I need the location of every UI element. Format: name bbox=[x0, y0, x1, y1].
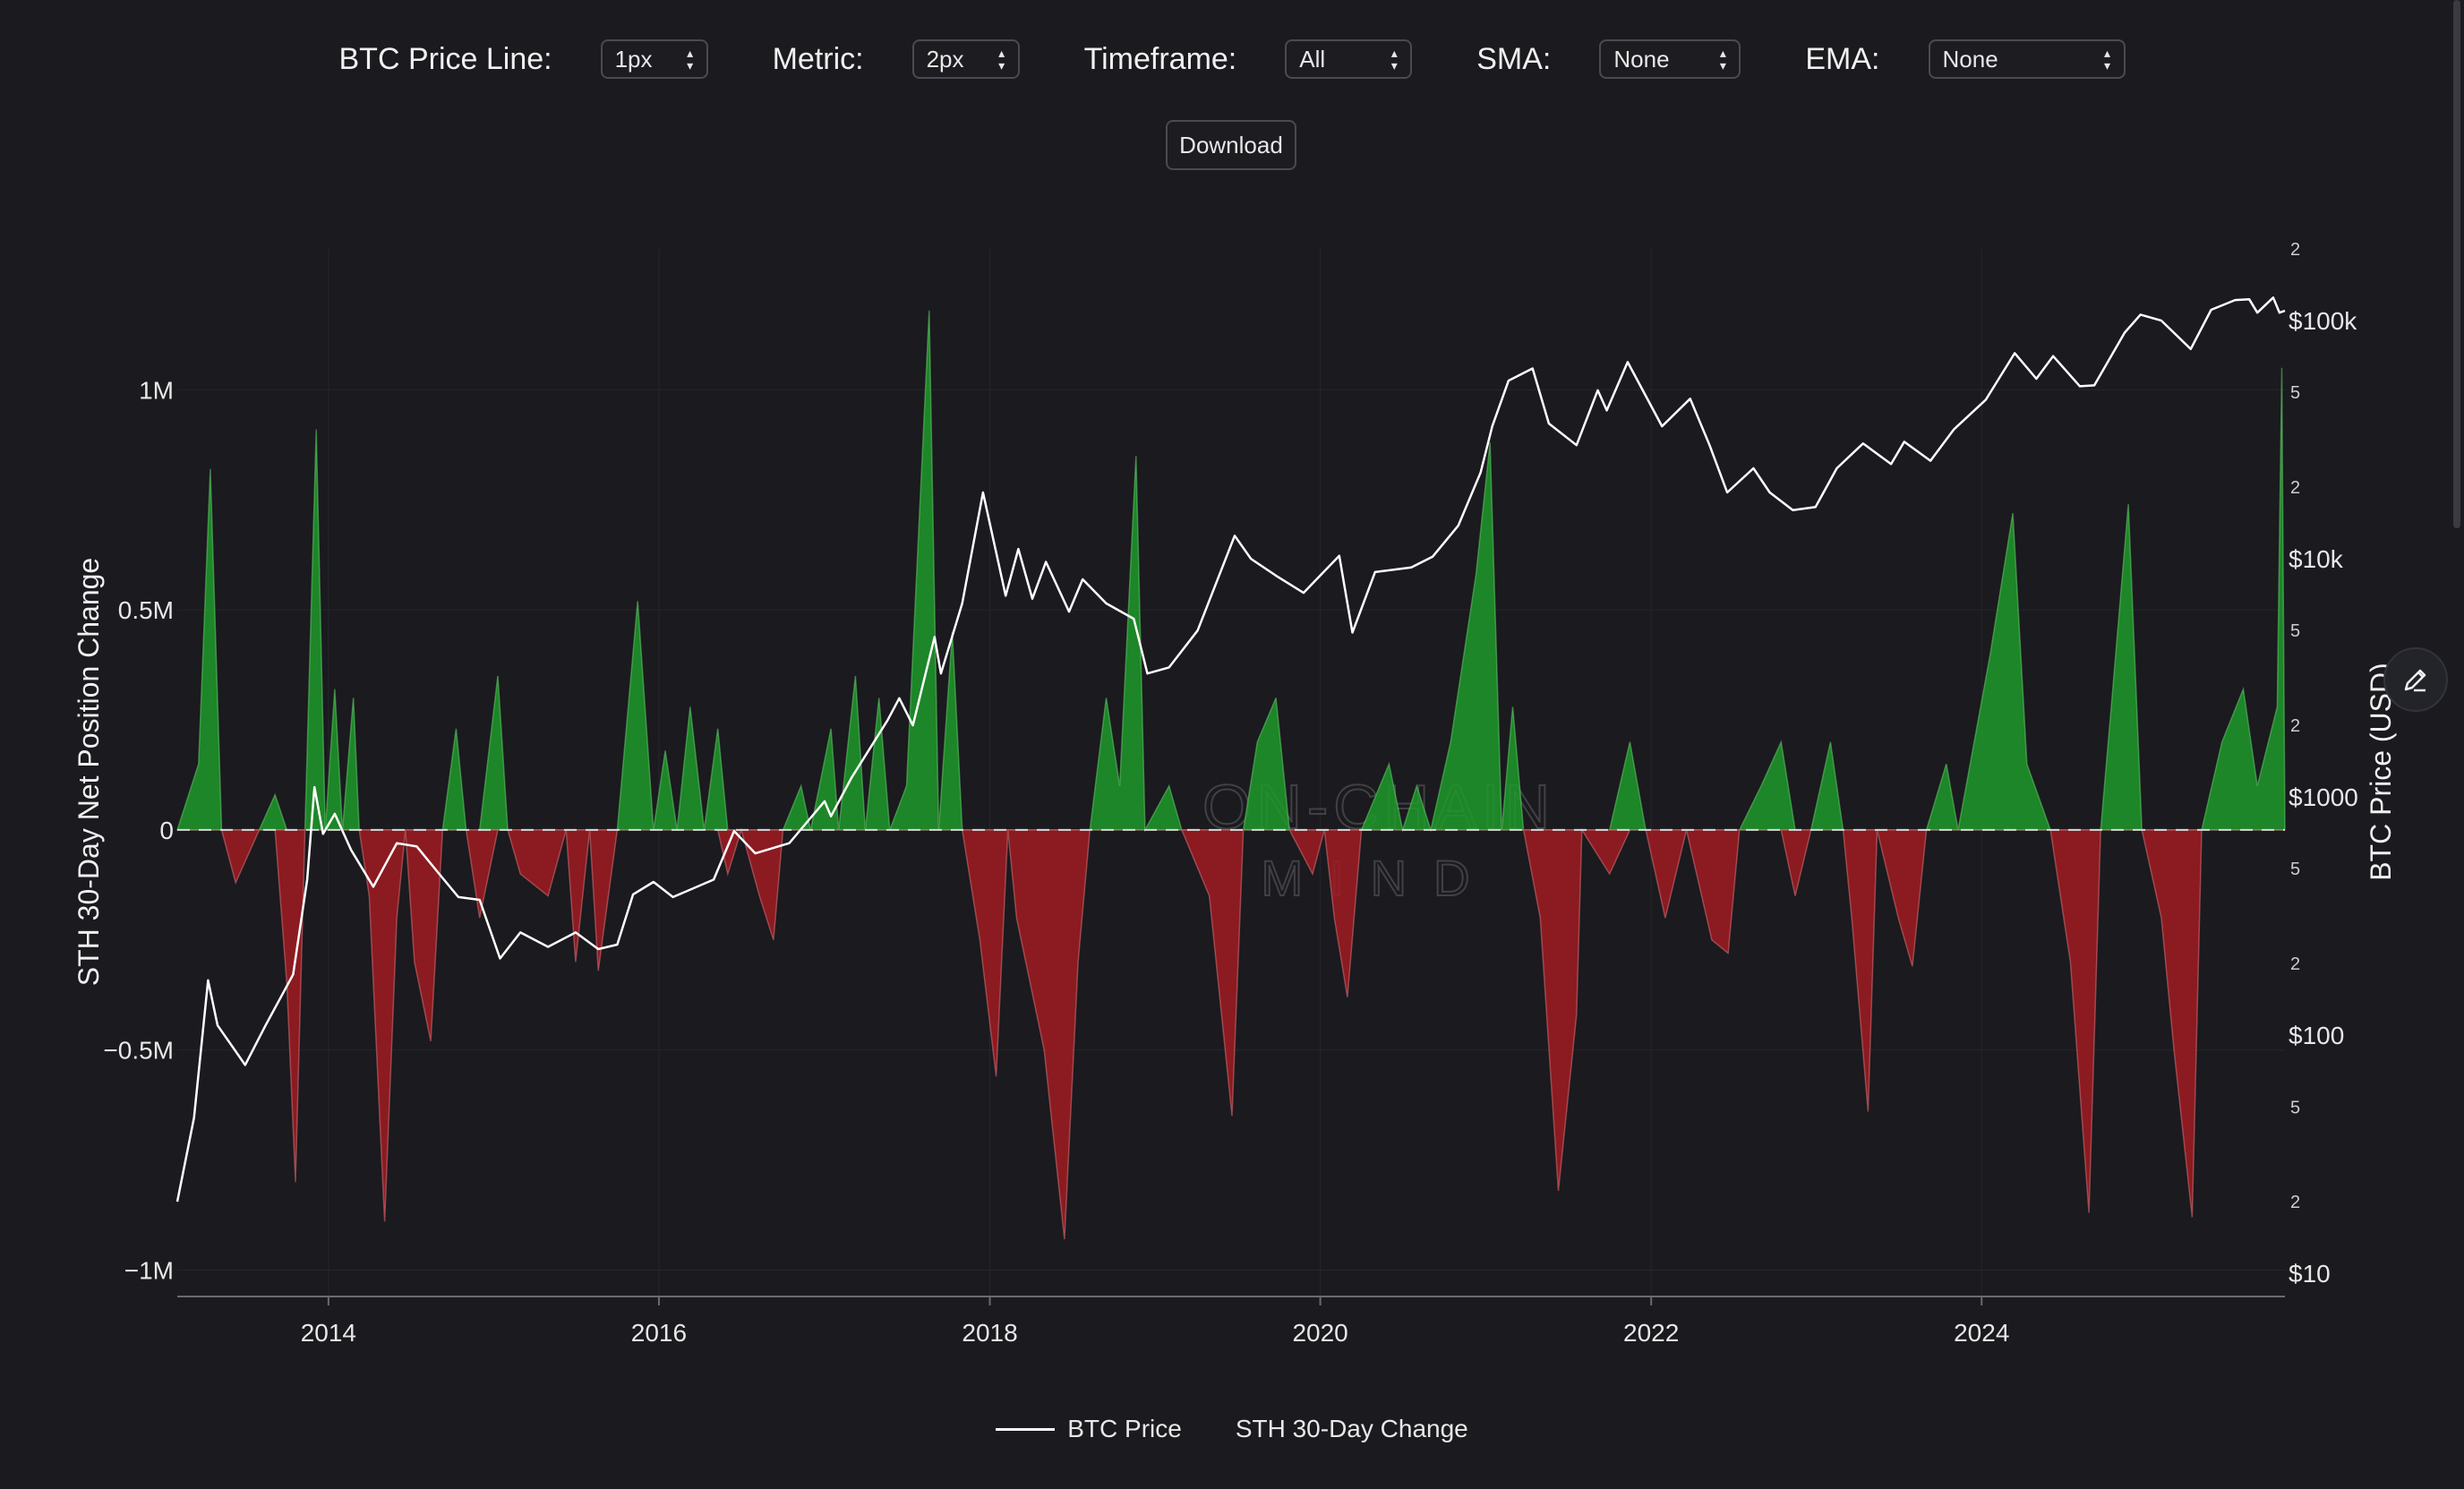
chevron-updown-icon: ▴ ▾ bbox=[998, 46, 1005, 73]
timeframe-control: Timeframe: All ▴ ▾ bbox=[1084, 39, 1413, 79]
x-tick-label: 2022 bbox=[1623, 1319, 1679, 1347]
price-line-value: 1px bbox=[614, 45, 653, 73]
y-right-minor-tick-label: 2 bbox=[2290, 240, 2300, 260]
y-axis-left: 1M 0.5M 0 −0.5M −1M bbox=[103, 376, 174, 1284]
y-left-tick-label: 0.5M bbox=[118, 596, 174, 624]
sma-label: SMA: bbox=[1476, 41, 1552, 76]
y-right-tick-label: $100k bbox=[2289, 307, 2357, 335]
legend-swatch-btc-price bbox=[996, 1427, 1056, 1431]
ema-label: EMA: bbox=[1805, 41, 1880, 76]
timeframe-label: Timeframe: bbox=[1083, 41, 1237, 76]
y-right-minor-tick-label: 5 bbox=[2290, 860, 2300, 879]
y-left-tick-label: 0 bbox=[159, 817, 174, 844]
price-line-select[interactable]: 1px ▴ ▾ bbox=[600, 39, 708, 79]
y-right-tick-label: $10k bbox=[2289, 545, 2344, 573]
metric-label: Metric: bbox=[772, 41, 864, 76]
btc-price-line bbox=[175, 296, 2286, 1202]
metric-select[interactable]: 2px ▴ ▾ bbox=[911, 39, 1020, 79]
sma-select[interactable]: None ▴ ▾ bbox=[1599, 39, 1741, 79]
ema-value: None bbox=[1942, 45, 1998, 73]
chart-controls: BTC Price Line: 1px ▴ ▾ Metric: 2px ▴ ▾ Ti… bbox=[0, 39, 2464, 79]
y-right-minor-tick-label: 2 bbox=[2290, 716, 2300, 736]
metric-value: 2px bbox=[926, 45, 964, 73]
edit-button[interactable] bbox=[2383, 647, 2448, 712]
sth-positive-area bbox=[175, 310, 2286, 833]
sth-negative-area bbox=[177, 827, 2285, 1240]
sma-control: SMA: None ▴ ▾ bbox=[1476, 39, 1741, 79]
x-axis: 2014 2016 2018 2020 2022 2024 bbox=[177, 1296, 2285, 1347]
y-right-minor-tick-label: 5 bbox=[2290, 383, 2300, 403]
chevron-updown-icon: ▴ ▾ bbox=[2103, 46, 2111, 73]
legend-item-btc-price[interactable]: BTC Price bbox=[996, 1415, 1182, 1443]
y-right-minor-tick-label: 5 bbox=[2290, 1098, 2300, 1117]
y-right-tick-label: $10 bbox=[2289, 1260, 2331, 1288]
sma-value: None bbox=[1613, 45, 1670, 73]
x-tick-label: 2014 bbox=[301, 1319, 356, 1347]
scrollbar[interactable] bbox=[2453, 0, 2460, 528]
legend-label-btc-price: BTC Price bbox=[1067, 1415, 1182, 1442]
x-tick-label: 2016 bbox=[631, 1319, 687, 1347]
metric-control: Metric: 2px ▴ ▾ bbox=[773, 39, 1020, 79]
ema-control: EMA: None ▴ ▾ bbox=[1805, 39, 2126, 79]
y-right-minor-tick-label: 2 bbox=[2290, 478, 2300, 498]
y-right-tick-label: $1000 bbox=[2289, 783, 2358, 811]
y-left-tick-label: −1M bbox=[124, 1257, 174, 1285]
chevron-updown-icon: ▴ ▾ bbox=[1719, 46, 1726, 73]
y-axis-left-title: STH 30-Day Net Position Change bbox=[73, 558, 105, 986]
y-axis-right: $100k $10k $1000 $100 $10 2 5 2 5 2 5 2 5 2 bbox=[2289, 240, 2358, 1288]
legend-item-sth-change[interactable]: STH 30-Day Change bbox=[1236, 1415, 1468, 1443]
x-tick-label: 2024 bbox=[1954, 1319, 2009, 1347]
timeframe-select[interactable]: All ▴ ▾ bbox=[1285, 39, 1413, 79]
y-left-tick-label: −0.5M bbox=[103, 1037, 174, 1065]
y-right-minor-tick-label: 2 bbox=[2290, 954, 2300, 974]
chart-legend: BTC Price STH 30-Day Change bbox=[0, 1415, 2464, 1443]
y-right-tick-label: $100 bbox=[2289, 1022, 2344, 1049]
y-left-tick-label: 1M bbox=[139, 376, 174, 404]
chevron-updown-icon: ▴ ▾ bbox=[687, 46, 694, 73]
legend-label-sth-change: STH 30-Day Change bbox=[1235, 1415, 1468, 1442]
chevron-updown-icon: ▴ ▾ bbox=[1390, 46, 1398, 73]
x-tick-label: 2018 bbox=[962, 1319, 1017, 1347]
price-line-label: BTC Price Line: bbox=[338, 41, 552, 76]
btc-price-series bbox=[175, 296, 2286, 1202]
x-tick-label: 2020 bbox=[1292, 1319, 1348, 1347]
timeframe-value: All bbox=[1299, 45, 1326, 73]
y-right-minor-tick-label: 5 bbox=[2290, 621, 2300, 641]
watermark-line2: MIND bbox=[1261, 850, 1496, 906]
y-right-minor-tick-label: 2 bbox=[2290, 1193, 2300, 1212]
price-line-control: BTC Price Line: 1px ▴ ▾ bbox=[339, 39, 708, 79]
download-button[interactable]: Download bbox=[1166, 120, 1296, 170]
ema-select[interactable]: None ▴ ▾ bbox=[1928, 39, 2126, 79]
pencil-icon bbox=[2404, 669, 2426, 692]
